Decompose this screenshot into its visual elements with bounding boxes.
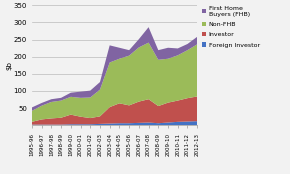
Legend: First Home
Buyers (FHB), Non-FHB, Investor, Foreign Investor: First Home Buyers (FHB), Non-FHB, Invest… [202, 6, 260, 48]
Y-axis label: $b: $b [6, 61, 12, 70]
